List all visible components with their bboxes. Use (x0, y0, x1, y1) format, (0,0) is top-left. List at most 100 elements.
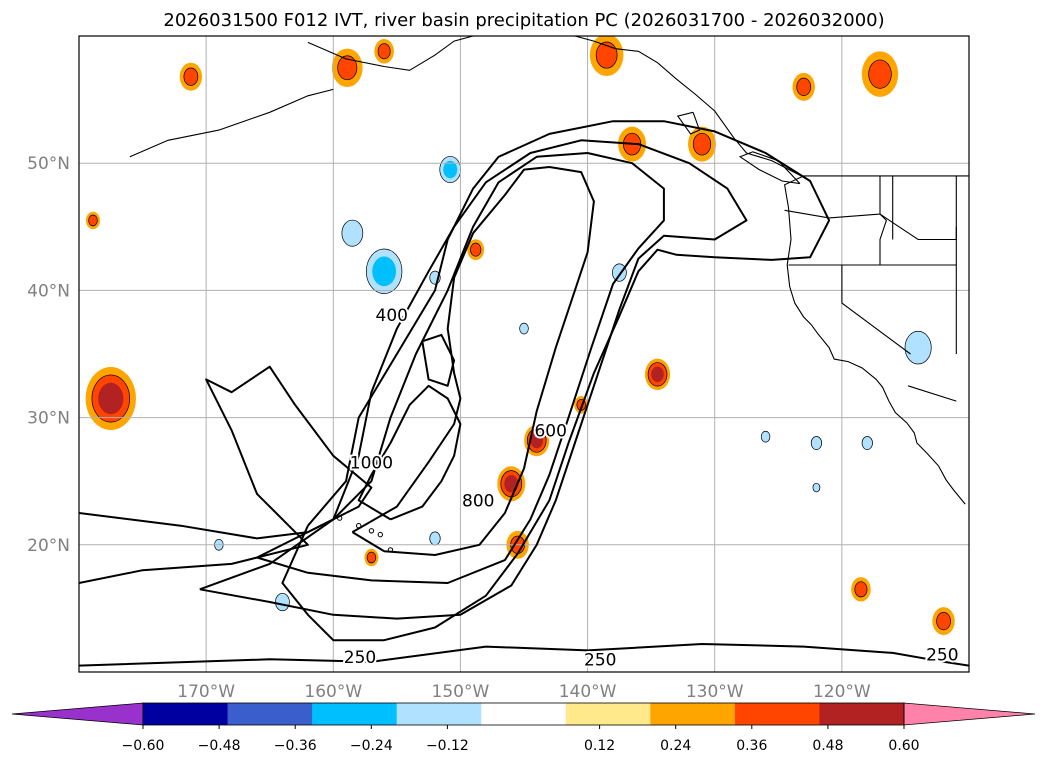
lon-tick-label: 140°W (559, 682, 617, 702)
pc-blob (364, 548, 379, 567)
pc-blob-level (429, 531, 441, 546)
coastline (307, 36, 474, 71)
map-area: 250 250 250 400 600 800 1000 (79, 36, 969, 672)
lon-tick-label: 120°W (813, 682, 871, 702)
colorbar-tick-label: −0.24 (350, 738, 393, 754)
colorbar-segment (143, 703, 229, 725)
pc-blob-level (275, 592, 290, 612)
pc-blob (85, 367, 136, 430)
colorbar-tick-label: −0.36 (274, 738, 317, 754)
lat-tick-label: 30°N (27, 409, 70, 429)
contour-label: 1000 (350, 453, 393, 473)
pc-blob (858, 432, 876, 454)
ivt-contours (79, 120, 969, 667)
ivt-contour-line (79, 365, 373, 584)
pc-blob-level (595, 41, 618, 69)
colorbar-extend-over (903, 702, 1036, 726)
pc-blob (179, 62, 203, 91)
island (368, 528, 375, 534)
pc-blob (335, 212, 370, 255)
pc-blob-level (337, 55, 358, 81)
contour-labels: 250 250 250 400 600 800 1000 (342, 304, 961, 672)
coastline (841, 265, 911, 355)
pc-blob (758, 427, 773, 446)
pc-blob (861, 51, 899, 97)
ivt-contour-line (79, 643, 969, 667)
pc-blob (360, 241, 408, 302)
coastline (784, 209, 881, 219)
colorbar-segment (396, 703, 482, 725)
gridlines (79, 36, 969, 672)
ivt-contour-line (421, 333, 456, 387)
pc-blob (271, 588, 294, 617)
pc-blob-level (377, 43, 391, 60)
contour-label: 250 (926, 645, 958, 665)
colorbar-tick-label: −0.60 (122, 738, 165, 754)
pc-blob-level (88, 214, 98, 227)
pc-blob (897, 321, 940, 374)
lon-tick-labels: 170°W 160°W 150°W 140°W 130°W 120°W (177, 682, 871, 702)
pc-blob (851, 577, 871, 602)
pc-blob (467, 239, 485, 261)
ivt-contour-line (357, 384, 462, 521)
colorbar-segment (650, 703, 736, 725)
pc-blob-level (760, 430, 771, 443)
lon-tick-label: 150°W (432, 682, 490, 702)
ivt-contour-line (351, 166, 595, 556)
pc-blob (374, 39, 394, 64)
lat-tick-labels: 20°N 30°N 40°N 50°N (27, 154, 70, 556)
coastline (879, 175, 888, 265)
colorbar-tick-label: 0.24 (660, 738, 691, 754)
contour-label: 800 (462, 492, 494, 512)
pc-blob-level (443, 160, 458, 179)
colorbar-segment (819, 703, 905, 725)
lat-tick-label: 20°N (27, 536, 70, 556)
pc-blob (331, 48, 363, 88)
lon-tick-label: 160°W (304, 682, 362, 702)
colorbar-segment (481, 703, 567, 725)
pc-blob-level (366, 551, 377, 564)
pc-blob-level (936, 612, 951, 631)
pc-blob-level (183, 67, 199, 86)
pc-blob (644, 358, 671, 391)
pc-blob-level (692, 132, 712, 156)
pc-blob-level (651, 366, 664, 383)
pc-blob-level (810, 436, 823, 450)
chart-title: 2026031500 F012 IVT, river basin precipi… (163, 10, 884, 31)
colorbar-tick-label: 0.36 (736, 738, 767, 754)
island (377, 531, 384, 538)
pc-blob-level (812, 482, 821, 493)
colorbar-segment (227, 703, 313, 725)
coastline (676, 111, 701, 135)
pc-blob-level (904, 330, 932, 365)
colorbar-tick-label: 0.12 (584, 738, 615, 754)
colorbar: −0.60 −0.48 −0.36 −0.24 −0.12 0.12 0.24 0.36 0.4… (11, 702, 1036, 754)
pc-blob (426, 527, 444, 549)
pc-blob-level (861, 436, 873, 450)
pc-blob (688, 126, 716, 162)
colorbar-tick-label: 0.60 (888, 738, 919, 754)
pc-blob (589, 36, 624, 77)
colorbar-outline (142, 702, 905, 726)
colorbar-tick-label: 0.48 (812, 738, 843, 754)
pc-blob (85, 211, 100, 230)
contour-label: 250 (584, 651, 616, 671)
colorbar-tick-label: −0.48 (198, 738, 241, 754)
colorbar-tick-label: −0.12 (426, 738, 469, 754)
pc-blob-level (470, 242, 482, 257)
pc-blob-level (854, 581, 868, 598)
pc-blob-level (796, 77, 812, 96)
ivt-contour-line (256, 152, 665, 584)
lat-tick-label: 40°N (27, 281, 70, 301)
lon-tick-label: 130°W (686, 682, 744, 702)
coastline (783, 175, 969, 505)
contour-label: 250 (344, 648, 376, 668)
pc-blob (932, 607, 955, 636)
coastlines (129, 36, 969, 553)
ivt-contour-line (199, 139, 748, 620)
colorbar-segment (565, 703, 651, 725)
pc-blob-level (341, 219, 364, 247)
colorbar-extend-under (11, 702, 144, 726)
